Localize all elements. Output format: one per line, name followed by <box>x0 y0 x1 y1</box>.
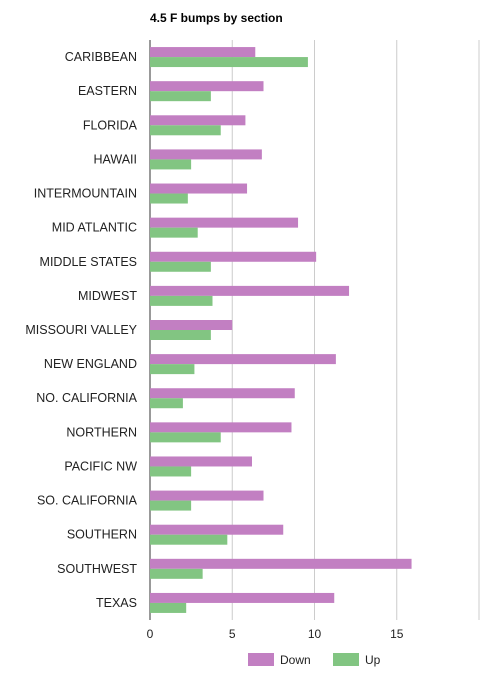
category-label: HAWAII <box>93 152 137 166</box>
legend-label-down: Down <box>280 653 311 667</box>
bar-up <box>150 227 198 238</box>
bar-up <box>150 466 192 477</box>
category-label: FLORIDA <box>83 118 138 132</box>
category-label: NO. CALIFORNIA <box>36 391 137 405</box>
x-tick-label: 0 <box>147 627 154 641</box>
bar-up <box>150 364 195 375</box>
bar-down <box>150 456 252 467</box>
bar-up <box>150 568 203 579</box>
bar-down <box>150 524 284 535</box>
chart-title: 4.5 F bumps by section <box>150 11 283 25</box>
category-label: MID ATLANTIC <box>52 221 137 235</box>
bar-down <box>150 490 264 501</box>
bar-down <box>150 149 262 160</box>
bar-down <box>150 217 299 228</box>
category-label: PACIFIC NW <box>64 459 137 473</box>
category-label: NEW ENGLAND <box>44 357 137 371</box>
bar-up <box>150 193 188 204</box>
bar-down <box>150 422 292 433</box>
bar-down <box>150 558 412 569</box>
bar-down <box>150 183 248 194</box>
bar-up <box>150 602 187 613</box>
legend-swatch-up <box>333 653 359 666</box>
bar-up <box>150 500 192 511</box>
bar-down <box>150 251 317 262</box>
bar-up <box>150 261 211 272</box>
category-label: CARIBBEAN <box>65 50 137 64</box>
category-label: MIDDLE STATES <box>40 255 137 269</box>
bar-up <box>150 159 192 170</box>
category-label: EASTERN <box>78 84 137 98</box>
category-label: INTERMOUNTAIN <box>34 187 137 201</box>
category-label: TEXAS <box>96 596 137 610</box>
bar-up <box>150 398 183 409</box>
legend-label-up: Up <box>365 653 381 667</box>
x-tick-label: 5 <box>229 627 236 641</box>
category-label: SOUTHWEST <box>57 562 137 576</box>
legend-swatch-down <box>248 653 274 666</box>
category-label: MIDWEST <box>78 289 137 303</box>
bar-up <box>150 534 228 545</box>
bar-up <box>150 295 213 306</box>
category-label: MISSOURI VALLEY <box>25 323 137 337</box>
bar-up <box>150 330 211 340</box>
bar-up <box>150 125 221 136</box>
bar-down <box>150 115 246 126</box>
bar-up <box>150 91 211 102</box>
bar-down <box>150 388 295 399</box>
bar-down <box>150 285 350 296</box>
bar-down <box>150 47 256 58</box>
bar-down <box>150 81 264 92</box>
bar-down <box>150 320 233 330</box>
x-tick-label: 10 <box>308 627 322 641</box>
bar-up <box>150 57 308 68</box>
category-label: NORTHERN <box>66 425 137 439</box>
category-label: SO. CALIFORNIA <box>37 494 138 508</box>
x-tick-label: 15 <box>390 627 404 641</box>
bar-up <box>150 432 221 443</box>
bar-down <box>150 354 336 365</box>
category-label: SOUTHERN <box>67 528 137 542</box>
bar-down <box>150 592 335 603</box>
